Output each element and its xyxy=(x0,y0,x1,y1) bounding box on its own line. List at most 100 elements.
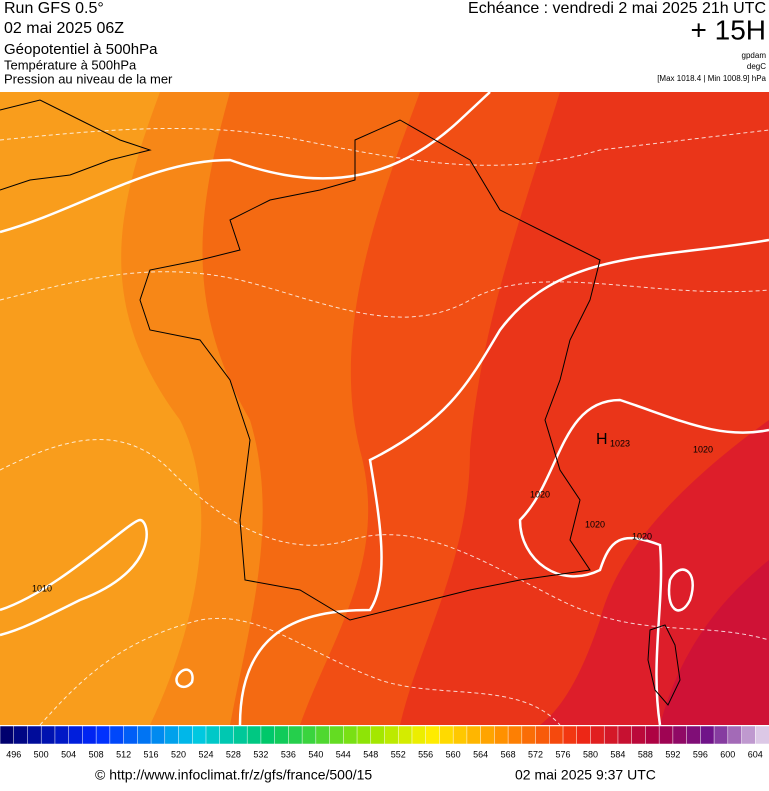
color-swatch xyxy=(453,726,467,744)
offset: + 15H xyxy=(691,14,767,45)
color-swatch xyxy=(687,726,701,744)
colorbar-label: 564 xyxy=(473,749,488,759)
color-swatch xyxy=(618,726,632,744)
run: Run GFS 0.5° xyxy=(4,0,104,17)
colorbar: 496 500 504 508 512 516 520 524 528 532 536 540 544 5… xyxy=(0,726,769,759)
color-swatch xyxy=(288,726,302,744)
color-swatch xyxy=(27,726,41,744)
unit: degC xyxy=(747,62,766,71)
colorbar-label: 504 xyxy=(61,749,76,759)
color-swatch xyxy=(590,726,604,744)
color-swatch xyxy=(69,726,83,744)
colorbar-label: 596 xyxy=(693,749,708,759)
colorbar-label: 548 xyxy=(363,749,378,759)
color-swatch xyxy=(522,726,536,744)
color-swatch xyxy=(371,726,385,744)
color-swatch xyxy=(124,726,138,744)
colorbar-label: 552 xyxy=(391,749,406,759)
contour-label: 1020 xyxy=(530,489,550,499)
color-swatch xyxy=(137,726,151,744)
color-swatch xyxy=(220,726,234,744)
color-swatch xyxy=(82,726,96,744)
color-swatch xyxy=(343,726,357,744)
colorbar-label: 540 xyxy=(308,749,323,759)
colorbar-label: 568 xyxy=(501,749,516,759)
color-swatch xyxy=(398,726,412,744)
color-swatch xyxy=(439,726,453,744)
unit: gpdam xyxy=(742,51,767,60)
color-swatch xyxy=(645,726,659,744)
color-swatch xyxy=(96,726,110,744)
color-swatch xyxy=(700,726,714,744)
color-swatch xyxy=(316,726,330,744)
footer-time: 02 mai 2025 9:37 UTC xyxy=(515,767,656,783)
colorbar-label: 512 xyxy=(116,749,131,759)
colorbar-label: 520 xyxy=(171,749,186,759)
color-swatch xyxy=(55,726,69,744)
colorbar-label: 592 xyxy=(665,749,680,759)
color-swatch xyxy=(508,726,522,744)
colorbar-label: 496 xyxy=(6,749,21,759)
run-date: 02 mai 2025 06Z xyxy=(4,20,124,37)
color-swatch xyxy=(261,726,275,744)
colorbar-label: 576 xyxy=(556,749,571,759)
colorbar-label: 544 xyxy=(336,749,351,759)
color-swatch xyxy=(673,726,687,744)
color-swatch xyxy=(165,726,179,744)
colorbar-label: 560 xyxy=(446,749,461,759)
color-swatch xyxy=(481,726,495,744)
contour-label: 1023 xyxy=(610,438,630,448)
field-title: Température à 500hPa xyxy=(4,57,137,72)
colorbar-label: 600 xyxy=(720,749,735,759)
color-swatch xyxy=(494,726,508,744)
colorbar-label: 536 xyxy=(281,749,296,759)
unit: [Max 1018.4 | Min 1008.9] hPa xyxy=(657,74,766,83)
colorbar-label: 604 xyxy=(748,749,763,759)
color-swatch xyxy=(357,726,371,744)
color-swatch xyxy=(151,726,165,744)
colorbar-label: 572 xyxy=(528,749,543,759)
color-swatch xyxy=(41,726,55,744)
color-swatch xyxy=(755,726,769,744)
color-swatch xyxy=(192,726,206,744)
color-swatch xyxy=(563,726,577,744)
colorbar-label: 532 xyxy=(253,749,268,759)
field-title: Géopotentiel à 500hPa xyxy=(4,41,158,58)
color-swatch xyxy=(659,726,673,744)
color-swatch xyxy=(549,726,563,744)
contour-label: 1010 xyxy=(32,583,52,593)
color-swatch xyxy=(14,726,28,744)
color-swatch xyxy=(632,726,646,744)
map: H 1023 1020 1020 1020 1020 1010 1010 xyxy=(0,92,769,725)
colorbar-label: 516 xyxy=(144,749,159,759)
color-swatch xyxy=(412,726,426,744)
color-swatch xyxy=(275,726,289,744)
colorbar-label: 584 xyxy=(610,749,625,759)
colorbar-label: 580 xyxy=(583,749,598,759)
colorbar-label: 500 xyxy=(34,749,49,759)
color-swatch xyxy=(467,726,481,744)
color-swatch xyxy=(426,726,440,744)
contour-label: 1020 xyxy=(632,531,652,541)
field-title: Pression au niveau de la mer xyxy=(4,71,173,86)
color-swatch xyxy=(233,726,247,744)
contour-label: 1020 xyxy=(585,519,605,529)
color-swatch xyxy=(206,726,220,744)
color-swatch xyxy=(247,726,261,744)
colorbar-label: 588 xyxy=(638,749,653,759)
color-swatch xyxy=(302,726,316,744)
color-swatch xyxy=(577,726,591,744)
colorbar-label: 524 xyxy=(198,749,213,759)
color-swatch xyxy=(179,726,193,744)
color-swatch xyxy=(0,726,14,744)
color-swatch xyxy=(330,726,344,744)
high-marker: H xyxy=(596,431,608,448)
footer-url: © http://www.infoclimat.fr/z/gfs/france/… xyxy=(95,767,372,783)
contour-label: 1020 xyxy=(693,444,713,454)
colorbar-label: 508 xyxy=(89,749,104,759)
color-swatch xyxy=(742,726,756,744)
color-swatch xyxy=(110,726,124,744)
color-swatch xyxy=(714,726,728,744)
colorbar-label: 528 xyxy=(226,749,241,759)
